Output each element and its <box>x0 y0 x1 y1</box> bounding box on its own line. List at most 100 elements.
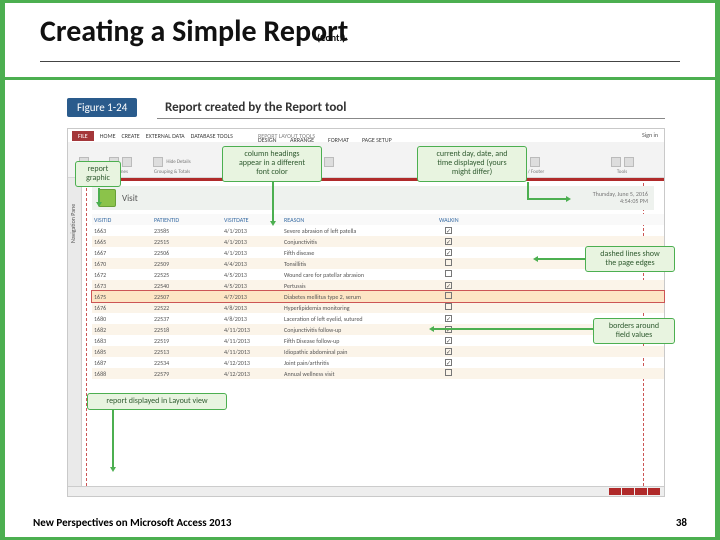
callout-current-day: current day, date, andtime displayed (yo… <box>417 146 527 182</box>
cell-visitdate: 4/1/2013 <box>222 249 282 257</box>
cell-visitid: 1670 <box>92 260 152 268</box>
totals-icon[interactable] <box>153 157 163 167</box>
cell-visitid: 1685 <box>92 348 152 356</box>
cell-reason: Annual wellness visit <box>282 370 437 378</box>
report-datetime: Thursday, June 5, 2016 4:54:05 PM <box>593 191 648 204</box>
figure-container: Figure 1-24 Report created by the Report… <box>67 98 665 497</box>
ribbon-tab-home[interactable]: HOME <box>100 132 116 140</box>
table-row[interactable]: 1672225254/5/2013Wound care for patellar… <box>92 269 664 280</box>
cell-visitid: 1673 <box>92 282 152 290</box>
cell-visitdate: 4/5/2013 <box>222 282 282 290</box>
cell-visitdate: 4/5/2013 <box>222 271 282 279</box>
table-row[interactable]: 1663235854/1/2013Severe abrasion of left… <box>92 225 664 236</box>
cell-visitid: 1676 <box>92 304 152 312</box>
table-header-row: VISITID PATIENTID VISITDATE REASON WALKI… <box>92 214 664 225</box>
table-row[interactable]: 1670225094/4/2013Tonsillitis <box>92 258 664 269</box>
signin-link[interactable]: Sign in <box>642 131 658 139</box>
page-edge-left <box>86 183 87 486</box>
cell-walkin <box>437 249 477 257</box>
cell-patientid: 22519 <box>152 337 222 345</box>
cell-walkin <box>437 292 477 301</box>
table-row[interactable]: 1673225404/5/2013Pertussis <box>92 280 664 291</box>
report-tab-bar <box>82 178 664 181</box>
walkin-checkbox-icon <box>445 238 452 245</box>
figure-label: Figure 1-24 <box>67 98 137 117</box>
ribbon-tab-create[interactable]: CREATE <box>122 132 140 140</box>
view-btn-print[interactable] <box>622 488 634 495</box>
cell-visitdate: 4/7/2013 <box>222 293 282 301</box>
cell-visitdate: 4/4/2013 <box>222 260 282 268</box>
cell-reason: Joint pain/arthritis <box>282 359 437 367</box>
table-row[interactable]: 1688225794/12/2013Annual wellness visit <box>92 368 664 379</box>
view-btn-design[interactable] <box>648 488 660 495</box>
callout-layout-view: report displayed in Layout view <box>87 393 227 410</box>
table-row[interactable]: 1667225064/1/2013Fifth disease <box>92 247 664 258</box>
callout-borders: borders aroundfield values <box>593 318 675 344</box>
navigation-pane[interactable]: Navigation Pane <box>68 178 82 486</box>
col-visitid: VISITID <box>92 216 152 224</box>
table-row[interactable]: 1687225344/12/2013Joint pain/arthritis <box>92 357 664 368</box>
view-btn-report[interactable] <box>609 488 621 495</box>
cell-visitid: 1683 <box>92 337 152 345</box>
title-underline <box>40 61 680 62</box>
cell-visitid: 1672 <box>92 271 152 279</box>
report-table: VISITID PATIENTID VISITDATE REASON WALKI… <box>92 214 664 486</box>
walkin-checkbox-icon <box>445 369 452 376</box>
colors-icon[interactable] <box>122 157 132 167</box>
cell-visitid: 1687 <box>92 359 152 367</box>
addfields-icon[interactable] <box>624 157 634 167</box>
footer-left: New Perspectives on Microsoft Access 201… <box>33 516 231 529</box>
cell-patientid: 22518 <box>152 326 222 334</box>
table-row[interactable]: 1685225134/11/2013Idiopathic abdominal p… <box>92 346 664 357</box>
ctrl-icon[interactable] <box>324 157 334 167</box>
table-row[interactable]: 1683225194/11/2013Fifth Disease follow-u… <box>92 335 664 346</box>
cell-visitdate: 4/11/2013 <box>222 337 282 345</box>
cell-visitid: 1680 <box>92 315 152 323</box>
cell-visitdate: 4/1/2013 <box>222 227 282 235</box>
access-screenshot: FILE HOME CREATE EXTERNAL DATA DATABASE … <box>67 128 665 497</box>
cell-walkin <box>437 282 477 290</box>
cell-reason: Fifth Disease follow-up <box>282 337 437 345</box>
cell-visitid: 1682 <box>92 326 152 334</box>
table-row[interactable]: 1682225184/11/2013Conjunctivitis follow-… <box>92 324 664 335</box>
slide-title: Creating a Simple Report <box>40 13 348 50</box>
ribbon-tab-row: FILE HOME CREATE EXTERNAL DATA DATABASE … <box>68 129 664 142</box>
cell-reason: Diabetes mellitus type 2, serum <box>282 293 437 301</box>
cell-reason: Conjunctivitis <box>282 238 437 246</box>
callout-report-graphic: reportgraphic <box>75 161 121 187</box>
ribbon-group-tools: Tools <box>582 142 662 177</box>
ribbon-file-tab[interactable]: FILE <box>72 131 94 141</box>
title-icon[interactable] <box>530 157 540 167</box>
cell-visitid: 1675 <box>92 293 152 301</box>
cell-patientid: 22534 <box>152 359 222 367</box>
walkin-checkbox-icon <box>445 315 452 322</box>
navigation-pane-label: Navigation Pane <box>69 204 77 243</box>
cell-walkin <box>437 359 477 367</box>
cell-reason: Idiopathic abdominal pain <box>282 348 437 356</box>
ribbon-tab-externaldata[interactable]: EXTERNAL DATA <box>146 132 185 140</box>
cell-walkin <box>437 303 477 312</box>
cell-walkin <box>437 348 477 356</box>
cell-walkin <box>437 337 477 345</box>
walkin-checkbox-icon <box>445 249 452 256</box>
walkin-checkbox-icon <box>445 359 452 366</box>
propsheet-icon[interactable] <box>611 157 621 167</box>
walkin-checkbox-icon <box>445 270 452 277</box>
table-row[interactable]: 1680225374/8/2013Laceration of left eyel… <box>92 313 664 324</box>
cell-reason: Hyperlipidemia monitoring <box>282 304 437 312</box>
cell-visitdate: 4/12/2013 <box>222 359 282 367</box>
cell-patientid: 22540 <box>152 282 222 290</box>
cell-patientid: 22522 <box>152 304 222 312</box>
table-row[interactable]: 1676225224/8/2013Hyperlipidemia monitori… <box>92 302 664 313</box>
cell-reason: Conjunctivitis follow-up <box>282 326 437 334</box>
cell-visitdate: 4/8/2013 <box>222 315 282 323</box>
cell-visitid: 1688 <box>92 370 152 378</box>
table-row[interactable]: 1665225154/1/2013Conjunctivitis <box>92 236 664 247</box>
cell-patientid: 22509 <box>152 260 222 268</box>
table-row[interactable]: 1675225074/7/2013Diabetes mellitus type … <box>92 291 664 302</box>
status-bar <box>68 486 664 496</box>
view-btn-layout[interactable] <box>635 488 647 495</box>
cell-patientid: 22537 <box>152 315 222 323</box>
cell-walkin <box>437 270 477 279</box>
ribbon-tab-dbtools[interactable]: DATABASE TOOLS <box>191 132 233 140</box>
